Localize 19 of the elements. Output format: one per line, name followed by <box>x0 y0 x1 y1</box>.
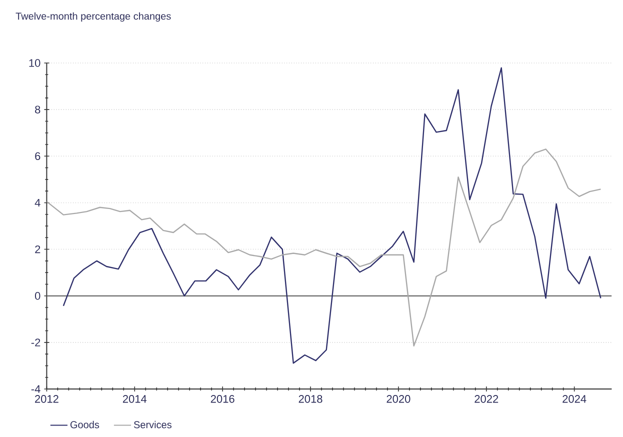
y-tick-label: -2 <box>31 338 40 346</box>
x-tick-label: 2022 <box>474 395 498 403</box>
x-tick-label: 2012 <box>35 395 58 403</box>
y-tick-label: 0 <box>34 292 40 300</box>
y-tick-label: 4 <box>34 198 40 206</box>
y-tick-label: 10 <box>29 59 40 67</box>
y-tick-label: 6 <box>35 152 40 160</box>
x-tick-label: 2020 <box>386 395 410 403</box>
x-tick-label: 2024 <box>562 395 586 403</box>
y-tick-label: 2 <box>35 245 40 254</box>
x-tick-label: 2018 <box>298 395 322 403</box>
y-tick-label: 8 <box>35 106 40 114</box>
x-tick-label: 2014 <box>122 395 147 403</box>
legend-label: Goods <box>70 420 100 428</box>
legend-label: Services <box>134 420 172 428</box>
y-tick-label: -4 <box>31 385 40 393</box>
chart-title: Twelve-month percentage changes <box>16 12 171 22</box>
x-tick-label: 2016 <box>210 395 234 403</box>
line-series <box>62 67 602 364</box>
